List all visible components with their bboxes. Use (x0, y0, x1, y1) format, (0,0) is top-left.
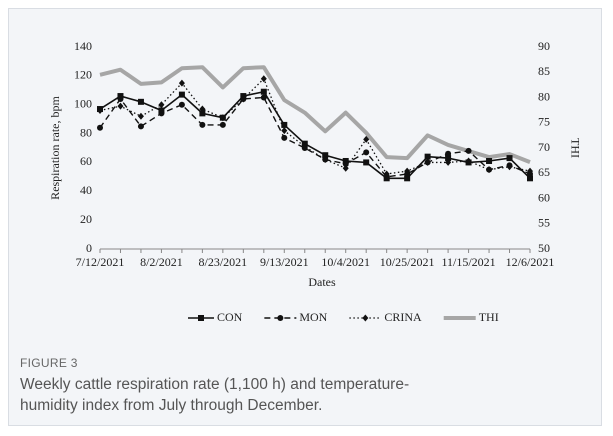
legend-label: CON (217, 310, 243, 324)
marker (486, 157, 493, 164)
marker (363, 159, 370, 166)
y2-tick-label: 80 (538, 89, 550, 103)
marker (158, 110, 165, 117)
marker (178, 79, 185, 87)
marker (199, 121, 206, 128)
marker (198, 315, 204, 321)
y-axis-label: Respiration rate, bpm (48, 96, 62, 200)
marker (527, 167, 533, 175)
marker (424, 158, 431, 166)
x-tick-label: 10/25/2021 (380, 255, 435, 269)
y-tick-label: 120 (74, 68, 92, 82)
y-tick-label: 20 (80, 212, 92, 226)
marker (465, 157, 472, 165)
x-tick-label: 8/2/2021 (140, 255, 183, 269)
marker (97, 106, 103, 114)
y2-tick-label: 70 (538, 140, 550, 154)
y-tick-label: 0 (86, 241, 92, 255)
marker (158, 101, 165, 109)
y-tick-label: 40 (80, 183, 92, 197)
marker (486, 166, 493, 174)
marker (260, 94, 267, 101)
marker (260, 75, 267, 83)
marker (199, 110, 206, 117)
marker (383, 170, 390, 178)
marker (322, 156, 329, 164)
marker (362, 314, 369, 322)
x-tick-label: 12/6/2021 (506, 255, 555, 269)
marker (465, 147, 472, 154)
marker (404, 167, 411, 175)
marker (506, 163, 513, 171)
y2-axis-label: THI (568, 138, 582, 158)
y2-tick-label: 55 (538, 216, 550, 230)
marker (342, 164, 349, 172)
y2-tick-label: 85 (538, 64, 550, 78)
y2-tick-label: 65 (538, 165, 550, 179)
x-tick-label: 7/12/2021 (76, 255, 125, 269)
figure-frame (8, 8, 602, 426)
marker (363, 149, 370, 156)
marker (117, 95, 124, 102)
y-tick-label: 140 (74, 39, 92, 53)
marker (137, 123, 144, 130)
marker (260, 88, 267, 95)
series-line (99, 90, 531, 180)
figure-label: FIGURE 3 (20, 356, 78, 370)
y2-tick-label: 50 (538, 241, 550, 255)
y2-tick-label: 75 (538, 115, 550, 129)
x-tick-label: 11/15/2021 (441, 255, 495, 269)
marker (137, 98, 144, 105)
marker (404, 175, 411, 182)
marker (281, 127, 288, 135)
marker (281, 121, 288, 128)
marker (506, 155, 513, 162)
y2-tick-label: 60 (538, 190, 550, 204)
marker (199, 105, 206, 113)
marker (219, 121, 226, 128)
marker (301, 143, 308, 151)
x-tick-label: 10/4/2021 (321, 255, 370, 269)
marker (178, 91, 185, 98)
marker (363, 135, 370, 143)
marker (281, 134, 288, 141)
series-line (99, 65, 531, 165)
marker (97, 124, 103, 131)
x-tick-label: 9/13/2021 (260, 255, 309, 269)
marker (527, 175, 533, 182)
marker (117, 102, 124, 110)
marker (219, 114, 226, 122)
legend-label: CRINA (384, 310, 422, 324)
marker (240, 95, 247, 103)
chart: Dates Respiration rate, bpm THI 0 20 40 60 8… (48, 39, 583, 324)
legend-label: THI (479, 310, 499, 324)
marker (277, 315, 284, 321)
marker (178, 101, 185, 108)
marker (424, 153, 431, 160)
y-tick-label: 60 (80, 154, 92, 168)
marker (445, 150, 452, 157)
marker (445, 158, 452, 166)
marker (322, 152, 329, 159)
series-line (99, 96, 531, 178)
marker (445, 155, 452, 162)
y2-tick-label: 90 (538, 39, 550, 53)
series-line (99, 78, 531, 175)
marker (137, 112, 144, 120)
x-tick-label: 8/23/2021 (199, 255, 248, 269)
figure-caption: Weekly cattle respiration rate (1,100 h)… (20, 376, 410, 414)
y-tick-label: 80 (80, 125, 92, 139)
y-tick-label: 100 (74, 96, 92, 110)
x-axis-label: Dates (308, 275, 336, 289)
legend-label: MON (299, 310, 327, 324)
